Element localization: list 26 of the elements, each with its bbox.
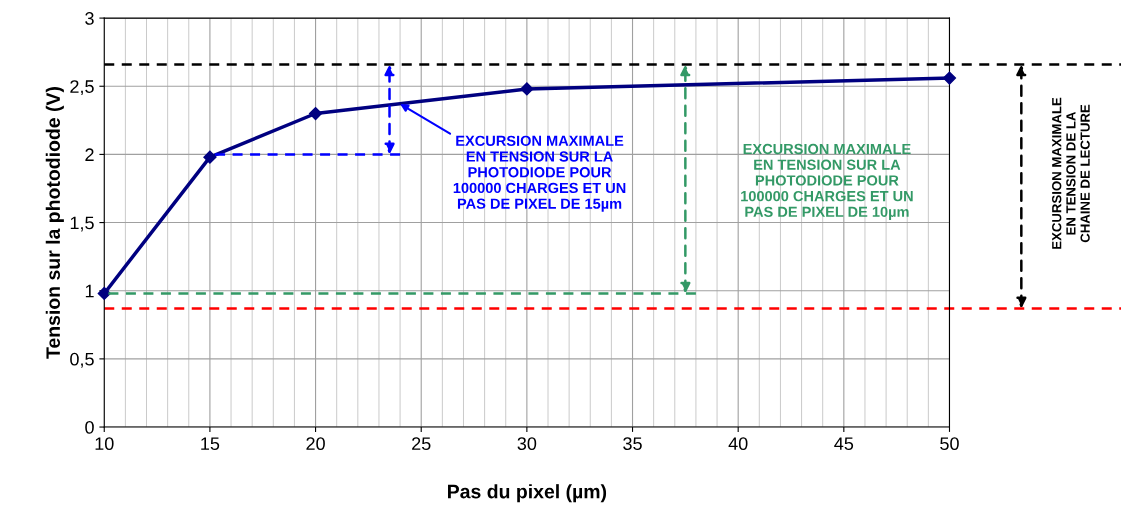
x-tick-label: 45 — [834, 437, 854, 451]
x-tick-label: 20 — [306, 437, 325, 451]
point — [520, 82, 534, 96]
y-tick-label: 0,5 — [70, 352, 94, 368]
x-tick-label: 15 — [201, 437, 220, 451]
x-tick-label: 50 — [940, 437, 959, 451]
point — [97, 286, 111, 301]
x-tick-label: 30 — [517, 437, 537, 451]
x-tick-label: 10 — [95, 437, 114, 451]
point — [203, 150, 217, 164]
y-tick-label: 2 — [85, 148, 94, 161]
annotation: EXCURSION MAXIMALE EN TENSION SUR LA PHOTODIODE POUR 100000 CHARGES ET UN PAS DE PIXEL DE 15µm — [453, 135, 626, 212]
annotation: EXCURSION MAXIMALE EN TENSION SUR LA PHOTODIODE POUR 100000 CHARGES ET UN PAS DE PIXEL DE 10µm — [741, 143, 913, 220]
x-tick-label: 40 — [728, 437, 748, 451]
y-tick-label: 0 — [85, 420, 94, 434]
x-axis-title: Pas du pixel (µm) — [448, 484, 607, 503]
y-tick-label: 2,5 — [70, 80, 94, 96]
text: EXCURSION MAXIMALE EN TENSION DE LA CHAINE DE LECTURE — [1052, 97, 1090, 249]
point — [308, 106, 323, 121]
point — [942, 71, 957, 85]
y-tick-label: 1,5 — [70, 216, 94, 232]
y-tick-label: 3 — [85, 12, 94, 25]
y-tick-label: 1 — [85, 284, 94, 298]
x-tick-label: 25 — [412, 437, 431, 451]
y-axis-title: Tension sur la photodiode (V) — [45, 87, 64, 359]
x-tick-label: 35 — [623, 437, 642, 451]
